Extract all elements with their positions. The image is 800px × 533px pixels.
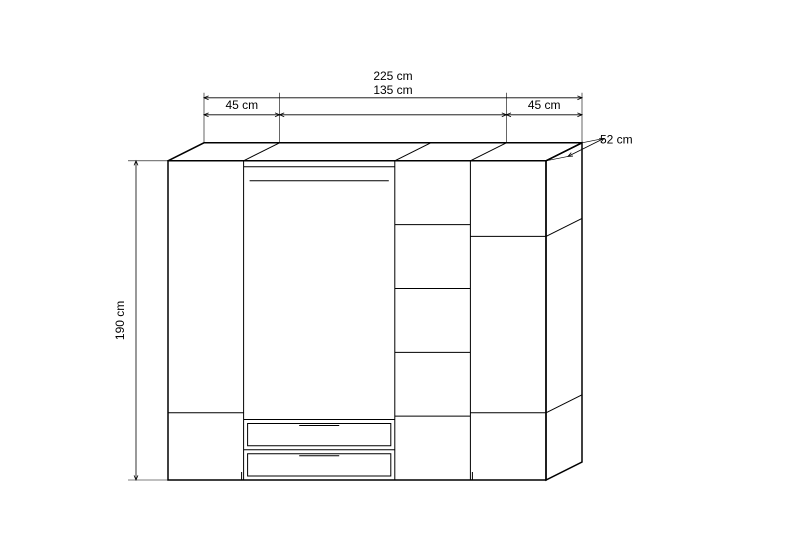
dim-middle-width: 135 cm: [373, 83, 412, 97]
dim-total-width: 225 cm: [373, 69, 412, 83]
dim-left-panel: 45 cm: [225, 98, 258, 112]
wardrobe-diagram: 225 cm135 cm 45 cm 45 cm 52 cm 190 cm: [0, 0, 800, 533]
dim-height: 190 cm: [113, 301, 127, 340]
dim-right-panel: 45 cm: [528, 98, 561, 112]
dim-depth: 52 cm: [600, 132, 633, 146]
